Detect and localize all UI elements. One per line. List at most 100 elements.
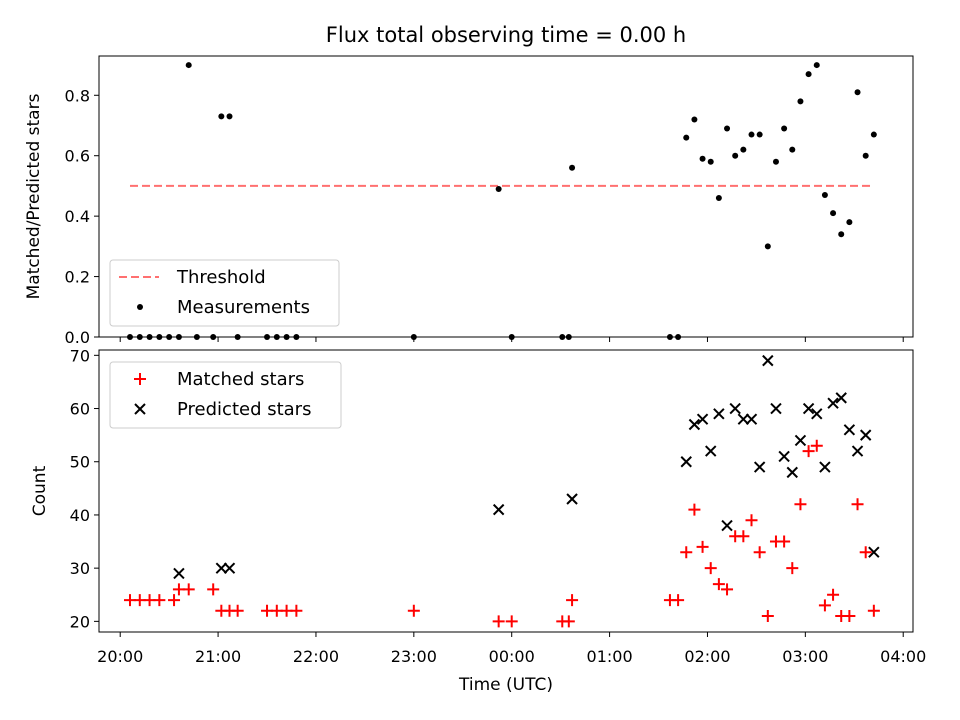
bottom-y-tick-label: 40 [70, 506, 90, 525]
measurements-point [691, 116, 698, 123]
measurements-point [772, 158, 779, 165]
bottom-axes-frame [98, 349, 914, 633]
measurements-point [126, 334, 133, 340]
top-axes-frame [98, 55, 914, 338]
measurements-point [805, 71, 812, 78]
predicted-stars-marker [721, 519, 733, 532]
x-tick-label: 22:00 [293, 647, 339, 666]
measurements-point [569, 164, 576, 171]
measurements-point [732, 152, 739, 159]
measurements-point [748, 131, 755, 138]
matched-stars-marker [753, 546, 766, 559]
matched-stars-marker [704, 562, 717, 575]
predicted-stars-marker [705, 445, 717, 457]
measurements-point [724, 125, 731, 132]
bottom-legend [109, 361, 342, 429]
matched-stars-marker [290, 604, 303, 617]
measurements-point [756, 131, 763, 138]
predicted-stars-marker [802, 402, 815, 415]
measurements-legend-label: Measurements [177, 297, 310, 318]
predicted-stars-marker [835, 392, 847, 404]
matched-stars-marker [810, 439, 823, 452]
bottom-y-axis-title: Count [30, 465, 50, 516]
matched-stars-marker [712, 578, 725, 591]
matched-stars-marker [721, 583, 734, 596]
predicted-stars-marker [819, 461, 831, 473]
predicted-stars-marker [688, 418, 701, 431]
predicted-stars-marker [215, 562, 228, 574]
measurements-point [156, 334, 163, 340]
matched-stars-marker [562, 615, 575, 628]
predicted-stars-marker [745, 413, 758, 425]
top-y-tick-label: 0.4 [65, 207, 90, 226]
matched-stars-marker [168, 594, 181, 607]
top-y-axis-title: Matched/Predicted stars [24, 93, 44, 299]
x-axis-title: Time (UTC) [458, 675, 553, 695]
measurements-point [559, 334, 566, 340]
predicted-stars-marker [811, 408, 823, 420]
bottom-y-tick-label: 20 [70, 612, 90, 631]
predicted-stars-marker [843, 424, 856, 436]
predicted-stars-marker [786, 466, 798, 479]
predicted-stars-marker [794, 434, 807, 447]
measurements-point [210, 334, 217, 340]
measurements-point [707, 158, 714, 165]
measurements-legend-handle [137, 304, 143, 310]
matched-stars-marker [688, 503, 701, 516]
measurements-point [193, 334, 200, 340]
matched-stars-marker [680, 546, 693, 559]
x-tick-label: 21:00 [195, 647, 241, 666]
chart-title: Flux total observing time = 0.00 h [326, 23, 686, 47]
measurements-point [781, 125, 788, 132]
x-tick-label: 04:00 [880, 647, 926, 666]
measurements-point [789, 146, 796, 153]
predicted-stars-marker [762, 354, 774, 367]
predicted-stars-marker [680, 456, 692, 468]
predicted-stars-marker [223, 562, 236, 574]
matched-stars-marker [802, 445, 815, 458]
measurements-point [699, 155, 706, 162]
measurements-point [185, 62, 192, 69]
predicted-stars-legend-label: Predicted stars [177, 399, 311, 420]
measurements-point [495, 185, 502, 192]
top-legend [109, 259, 340, 327]
measurements-point [838, 231, 845, 238]
x-tick-label: 20:00 [97, 647, 143, 666]
predicted-stars-marker [492, 503, 505, 516]
matched-stars-marker [843, 610, 856, 623]
matched-stars-marker [818, 599, 831, 612]
measurements-point [683, 134, 690, 141]
predicted-stars-marker [696, 413, 709, 425]
measurements-point [273, 334, 280, 340]
x-tick-label: 02:00 [684, 647, 730, 666]
measurements-point [218, 113, 225, 120]
x-tick-label: 01:00 [587, 647, 633, 666]
measurements-point [715, 195, 722, 202]
matched-stars-marker [794, 498, 807, 511]
matched-stars-legend-label: Matched stars [177, 369, 304, 390]
matched-stars-marker [492, 615, 505, 628]
measurements-point [283, 334, 290, 340]
predicted-stars-marker [868, 546, 880, 558]
measurements-point [797, 98, 804, 105]
measurements-point [830, 210, 837, 217]
threshold-legend-label: Threshold [176, 267, 266, 288]
measurements-point [565, 334, 572, 340]
measurements-point [764, 243, 771, 250]
matched-stars-marker [827, 588, 840, 601]
measurements-point [264, 334, 271, 340]
matched-stars-marker [407, 604, 420, 617]
measurements-point [508, 334, 515, 340]
measurements-point [166, 334, 173, 340]
matched-stars-marker [696, 540, 709, 553]
measurements-point [870, 131, 877, 138]
predicted-stars-marker [827, 397, 839, 409]
measurements-point [175, 334, 182, 340]
matched-stars-legend-handle [134, 373, 146, 385]
predicted-stars-marker [566, 493, 578, 505]
top-panel: 0.0 0.2 0.4 0.6 0.8 Matched/Predicted stars Th… [24, 55, 914, 347]
measurements-point [234, 334, 241, 340]
bottom-panel: 20:00 21:00 22:00 23:00 00:00 01:00 02:00 03:00… [30, 346, 926, 666]
matched-stars-marker [153, 594, 166, 607]
x-tick-label: 23:00 [391, 647, 437, 666]
